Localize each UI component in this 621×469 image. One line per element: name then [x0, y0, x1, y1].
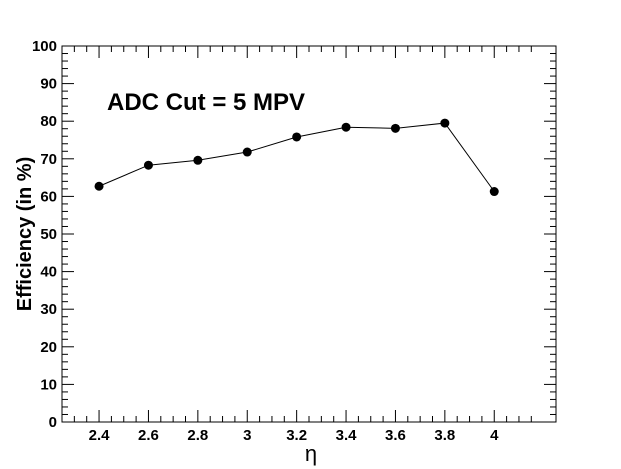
x-tick-label: 2.8: [187, 427, 208, 444]
data-point: [390, 123, 400, 133]
data-point: [489, 187, 499, 197]
y-tick-label: 20: [40, 339, 57, 356]
x-tick-label: 2.6: [138, 427, 159, 444]
y-axis-label: Efficiency (in %): [14, 157, 36, 311]
data-point: [341, 122, 351, 132]
x-tick-label: 3: [243, 427, 251, 444]
x-axis-label: η: [305, 441, 317, 466]
y-tick-label: 40: [40, 264, 57, 281]
x-tick-label: 3.4: [336, 427, 358, 444]
data-point: [292, 132, 302, 142]
x-tick-label: 3.8: [434, 427, 455, 444]
y-tick-label: 60: [40, 188, 57, 205]
data-series: [94, 118, 499, 197]
data-point: [242, 147, 252, 157]
axis-ticks: [61, 45, 557, 423]
y-tick-label: 10: [40, 376, 57, 393]
y-tick-labels: 0 10 20 30 40 50 60 70 80 90 100: [32, 38, 57, 431]
data-point: [193, 155, 203, 165]
cut-annotation: ADC Cut = 5 MPV: [107, 89, 305, 116]
x-tick-label: 3.6: [385, 427, 406, 444]
x-tick-label: 3.2: [286, 427, 307, 444]
y-tick-label: 50: [40, 226, 57, 243]
y-tick-label: 0: [49, 414, 57, 431]
y-tick-label: 90: [40, 76, 57, 93]
data-point: [143, 160, 153, 170]
x-tick-label: 4: [490, 427, 499, 444]
x-tick-labels: 2.4 2.6 2.8 3 3.2 3.4 3.6 3.8 4: [89, 427, 499, 444]
y-tick-label: 100: [32, 38, 57, 55]
x-tick-label: 2.4: [89, 427, 111, 444]
data-point: [440, 118, 450, 128]
y-tick-label: 30: [40, 301, 57, 318]
data-point: [94, 181, 104, 191]
y-tick-label: 70: [40, 151, 57, 168]
y-tick-label: 80: [40, 113, 57, 130]
